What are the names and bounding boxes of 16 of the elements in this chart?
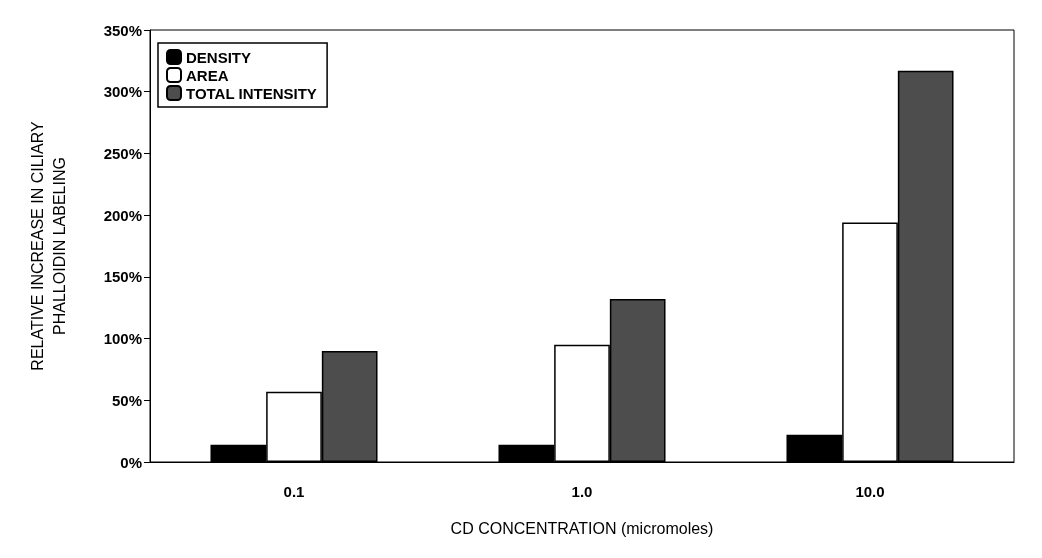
y-tick-label: 150%	[103, 268, 142, 286]
y-tick-label: 100%	[103, 330, 142, 348]
legend-label: TOTAL INTENSITY	[186, 84, 317, 102]
y-tick-label: 0%	[120, 453, 142, 471]
legend-label: DENSITY	[186, 48, 252, 66]
legend-label: AREA	[186, 66, 229, 84]
y-axis-title: RELATIVE INCREASE IN CILIARY PHALLOIDIN LABELING	[28, 121, 68, 371]
x-tick-label: 1.0	[571, 483, 593, 500]
x-axis-title: CD CONCENTRATION (micromoles)	[450, 519, 714, 537]
y-tick-label: 300%	[103, 83, 142, 101]
y-tick-label: 200%	[103, 206, 142, 224]
y-tick-label: 250%	[103, 144, 142, 162]
x-tick-label: 10.0	[855, 483, 885, 500]
y-tick-label: 350%	[103, 21, 142, 39]
x-tick-label: 0.1	[283, 483, 305, 500]
y-tick-label: 50%	[111, 391, 142, 409]
